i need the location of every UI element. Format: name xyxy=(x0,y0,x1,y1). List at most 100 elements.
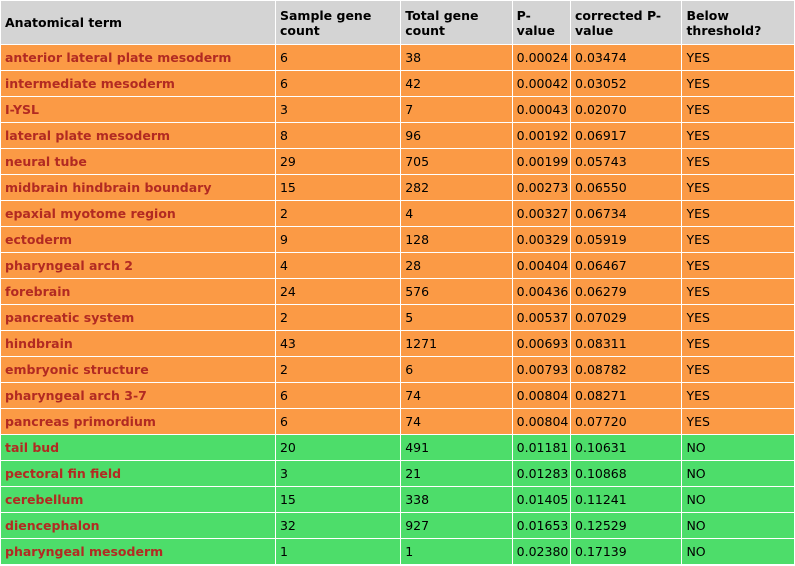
table-row: pharyngeal arch 3-7 6 74 0.00804 0.08271 YES xyxy=(1,383,794,408)
cell-corrected-p-value: 0.17139 xyxy=(571,539,682,564)
table-row: forebrain 24 576 0.00436 0.06279 YES xyxy=(1,279,794,304)
cell-corrected-p-value: 0.10631 xyxy=(571,435,682,460)
cell-term: embryonic structure xyxy=(1,357,275,382)
table-row: lateral plate mesoderm 8 96 0.00192 0.06917 Y… xyxy=(1,123,794,148)
cell-term: pharyngeal arch 3-7 xyxy=(1,383,275,408)
cell-term: pectoral fin field xyxy=(1,461,275,486)
cell-total-gene-count: 491 xyxy=(401,435,512,460)
anatomical-term-link[interactable]: ectoderm xyxy=(5,232,73,247)
cell-corrected-p-value: 0.06734 xyxy=(571,201,682,226)
header-corrected-p-value: corrected P-value xyxy=(571,1,682,44)
cell-corrected-p-value: 0.06917 xyxy=(571,123,682,148)
anatomical-term-link[interactable]: intermediate mesoderm xyxy=(5,76,175,91)
anatomical-term-link[interactable]: diencephalon xyxy=(5,518,100,533)
cell-total-gene-count: 576 xyxy=(401,279,512,304)
anatomical-term-link[interactable]: pharyngeal mesoderm xyxy=(5,544,164,559)
cell-below-threshold: YES xyxy=(682,279,794,304)
cell-p-value: 0.00804 xyxy=(512,383,571,408)
anatomical-term-link[interactable]: midbrain hindbrain boundary xyxy=(5,180,212,195)
anatomical-term-link[interactable]: I-YSL xyxy=(5,102,40,117)
cell-corrected-p-value: 0.05743 xyxy=(571,149,682,174)
anatomical-term-link[interactable]: hindbrain xyxy=(5,336,73,351)
cell-term: anterior lateral plate mesoderm xyxy=(1,45,275,70)
cell-below-threshold: YES xyxy=(682,331,794,356)
cell-p-value: 0.00693 xyxy=(512,331,571,356)
anatomical-term-link[interactable]: tail bud xyxy=(5,440,60,455)
anatomical-term-link[interactable]: epaxial myotome region xyxy=(5,206,176,221)
cell-term: forebrain xyxy=(1,279,275,304)
cell-sample-gene-count: 1 xyxy=(275,539,401,564)
table-row: epaxial myotome region 2 4 0.00327 0.06734 YE… xyxy=(1,201,794,226)
anatomical-term-link[interactable]: pharyngeal arch 3-7 xyxy=(5,388,147,403)
header-p-value: P-value xyxy=(512,1,571,44)
cell-sample-gene-count: 2 xyxy=(275,201,401,226)
cell-corrected-p-value: 0.10868 xyxy=(571,461,682,486)
cell-p-value: 0.01653 xyxy=(512,513,571,538)
cell-sample-gene-count: 3 xyxy=(275,461,401,486)
table-row: cerebellum 15 338 0.01405 0.11241 NO xyxy=(1,487,794,512)
cell-p-value: 0.00329 xyxy=(512,227,571,252)
cell-p-value: 0.00804 xyxy=(512,409,571,434)
table-row: tail bud 20 491 0.01181 0.10631 NO xyxy=(1,435,794,460)
anatomical-term-link[interactable]: anterior lateral plate mesoderm xyxy=(5,50,232,65)
cell-sample-gene-count: 8 xyxy=(275,123,401,148)
cell-below-threshold: YES xyxy=(682,71,794,96)
anatomical-term-link[interactable]: lateral plate mesoderm xyxy=(5,128,171,143)
cell-term: intermediate mesoderm xyxy=(1,71,275,96)
cell-p-value: 0.00024 xyxy=(512,45,571,70)
cell-below-threshold: YES xyxy=(682,409,794,434)
cell-corrected-p-value: 0.11241 xyxy=(571,487,682,512)
cell-corrected-p-value: 0.06279 xyxy=(571,279,682,304)
cell-term: neural tube xyxy=(1,149,275,174)
cell-total-gene-count: 42 xyxy=(401,71,512,96)
cell-term: tail bud xyxy=(1,435,275,460)
anatomical-term-link[interactable]: embryonic structure xyxy=(5,362,149,377)
cell-below-threshold: YES xyxy=(682,149,794,174)
cell-total-gene-count: 1271 xyxy=(401,331,512,356)
cell-p-value: 0.00327 xyxy=(512,201,571,226)
cell-below-threshold: YES xyxy=(682,305,794,330)
anatomical-term-link[interactable]: pancreatic system xyxy=(5,310,135,325)
cell-corrected-p-value: 0.03474 xyxy=(571,45,682,70)
cell-sample-gene-count: 15 xyxy=(275,175,401,200)
table-row: ectoderm 9 128 0.00329 0.05919 YES xyxy=(1,227,794,252)
cell-p-value: 0.00192 xyxy=(512,123,571,148)
cell-p-value: 0.00404 xyxy=(512,253,571,278)
cell-below-threshold: NO xyxy=(682,461,794,486)
cell-p-value: 0.00273 xyxy=(512,175,571,200)
cell-sample-gene-count: 20 xyxy=(275,435,401,460)
header-anatomical-term: Anatomical term xyxy=(1,1,275,44)
cell-sample-gene-count: 43 xyxy=(275,331,401,356)
cell-below-threshold: YES xyxy=(682,201,794,226)
anatomical-term-link[interactable]: forebrain xyxy=(5,284,71,299)
anatomical-term-link[interactable]: neural tube xyxy=(5,154,87,169)
cell-term: diencephalon xyxy=(1,513,275,538)
cell-term: cerebellum xyxy=(1,487,275,512)
table-row: I-YSL 3 7 0.00043 0.02070 YES xyxy=(1,97,794,122)
anatomical-term-link[interactable]: pancreas primordium xyxy=(5,414,156,429)
cell-corrected-p-value: 0.06550 xyxy=(571,175,682,200)
header-below-threshold: Below threshold? xyxy=(682,1,794,44)
cell-below-threshold: YES xyxy=(682,97,794,122)
table-row: diencephalon 32 927 0.01653 0.12529 NO xyxy=(1,513,794,538)
table-row: midbrain hindbrain boundary 15 282 0.00273 0… xyxy=(1,175,794,200)
cell-total-gene-count: 927 xyxy=(401,513,512,538)
cell-p-value: 0.01405 xyxy=(512,487,571,512)
cell-sample-gene-count: 6 xyxy=(275,45,401,70)
cell-p-value: 0.00793 xyxy=(512,357,571,382)
cell-corrected-p-value: 0.08311 xyxy=(571,331,682,356)
cell-total-gene-count: 38 xyxy=(401,45,512,70)
table-row: pharyngeal arch 2 4 28 0.00404 0.06467 YES xyxy=(1,253,794,278)
cell-total-gene-count: 4 xyxy=(401,201,512,226)
cell-below-threshold: YES xyxy=(682,175,794,200)
table-row: neural tube 29 705 0.00199 0.05743 YES xyxy=(1,149,794,174)
cell-total-gene-count: 96 xyxy=(401,123,512,148)
cell-corrected-p-value: 0.03052 xyxy=(571,71,682,96)
anatomical-term-link[interactable]: cerebellum xyxy=(5,492,84,507)
table-row: pectoral fin field 3 21 0.01283 0.10868 NO xyxy=(1,461,794,486)
cell-term: pancreatic system xyxy=(1,305,275,330)
cell-p-value: 0.00042 xyxy=(512,71,571,96)
anatomical-term-link[interactable]: pharyngeal arch 2 xyxy=(5,258,133,273)
anatomical-term-link[interactable]: pectoral fin field xyxy=(5,466,122,481)
table-row: pharyngeal mesoderm 1 1 0.02380 0.17139 NO xyxy=(1,539,794,564)
